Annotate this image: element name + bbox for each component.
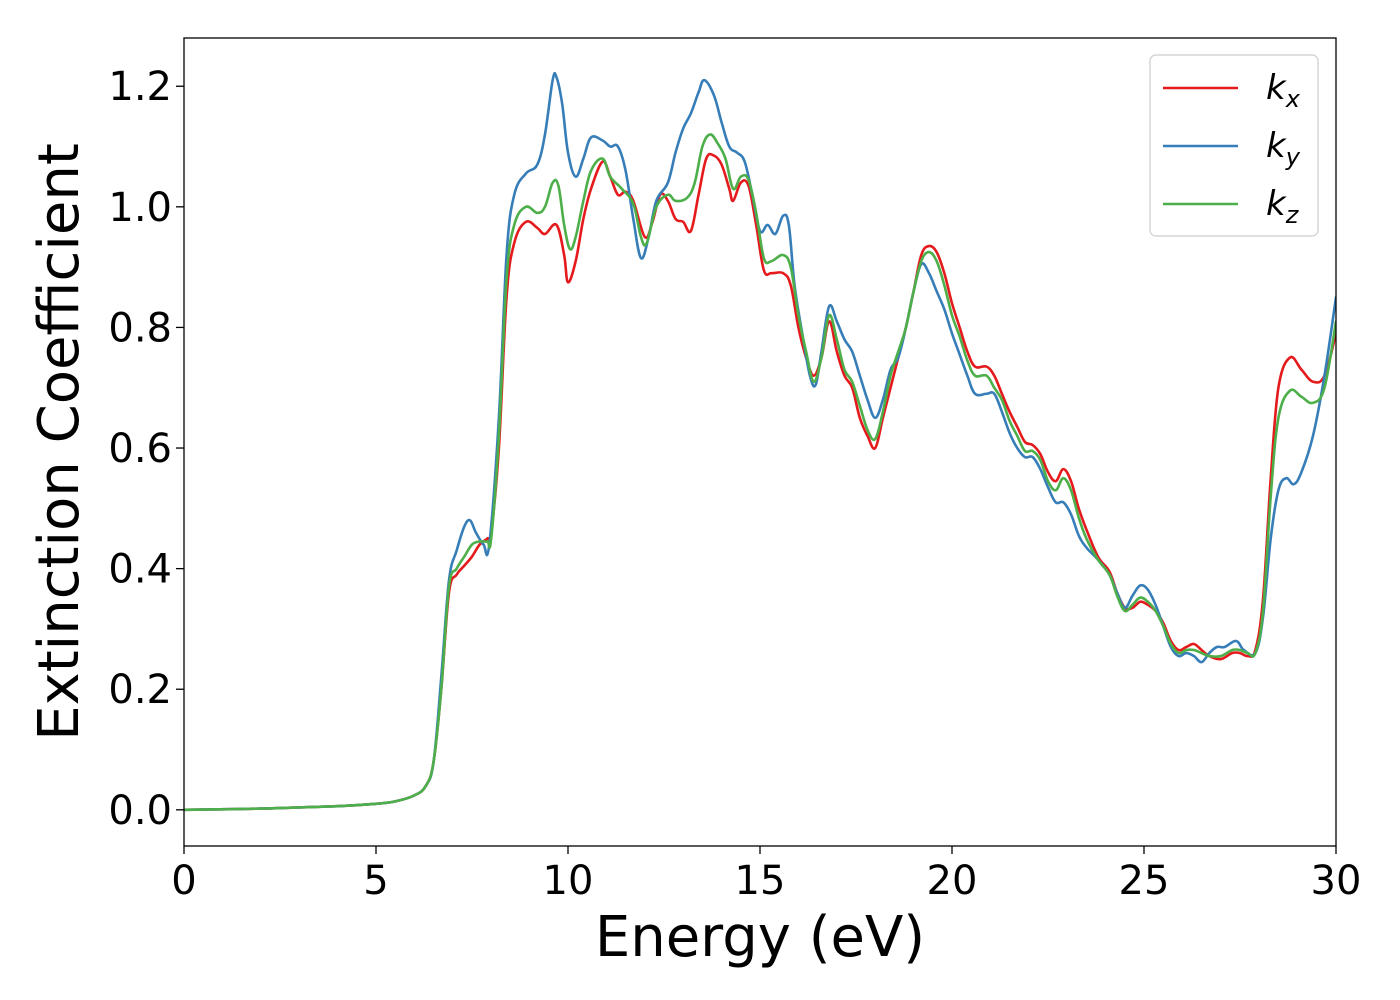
y-tick-label: 0.0 <box>108 788 172 834</box>
legend-label-kz: kz <box>1266 184 1300 229</box>
legend-label-ky: ky <box>1266 126 1301 171</box>
y-tick-label: 0.2 <box>108 667 172 713</box>
x-axis-label: Energy (eV) <box>595 905 925 970</box>
y-tick-label: 0.8 <box>108 305 172 351</box>
legend-label-kx: kx <box>1266 68 1301 113</box>
y-axis-label: Extinction Coefficient <box>27 143 92 741</box>
x-tick-label: 0 <box>171 858 196 904</box>
series-layer <box>184 71 1336 812</box>
x-tick-label: 15 <box>735 858 786 904</box>
series-line-kx <box>184 152 1336 812</box>
legend-entries: kx ky kz <box>1163 68 1301 229</box>
x-tick-label: 5 <box>363 858 388 904</box>
y-tick-label: 0.4 <box>108 547 172 593</box>
x-tick-label: 25 <box>1119 858 1170 904</box>
y-axis-ticks: 0.0 0.2 0.4 0.6 0.8 1.0 1.2 <box>108 64 184 834</box>
legend: kx ky kz <box>1149 54 1319 237</box>
series-line-kz <box>184 133 1336 812</box>
x-tick-label: 10 <box>543 858 594 904</box>
y-tick-label: 1.0 <box>108 185 172 231</box>
x-axis-ticks: 0 5 10 15 20 25 30 <box>171 846 1361 904</box>
y-tick-label: 1.2 <box>108 64 172 110</box>
y-tick-label: 0.6 <box>108 426 172 472</box>
x-tick-label: 30 <box>1311 858 1362 904</box>
x-tick-label: 20 <box>927 858 978 904</box>
